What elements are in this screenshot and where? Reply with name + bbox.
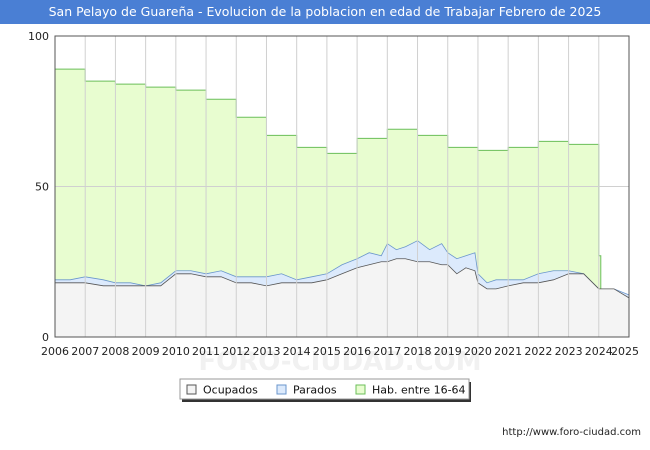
legend-label-parados: Parados	[293, 384, 337, 397]
x-tick-label: 2012	[222, 345, 250, 358]
y-tick-label: 100	[28, 30, 49, 43]
x-tick-label: 2024	[585, 345, 613, 358]
x-tick-label: 2011	[192, 345, 220, 358]
x-tick-label: 2014	[283, 345, 311, 358]
legend-swatch-parados	[276, 384, 287, 395]
legend-swatch-ocupados	[186, 384, 197, 395]
y-axis-ticks: 0 50 100	[28, 30, 49, 344]
title-bar	[0, 0, 650, 24]
watermark: FORO-CIUDAD.COM	[198, 347, 481, 377]
x-tick-label: 2017	[373, 345, 401, 358]
source-link[interactable]: http://www.foro-ciudad.com	[502, 427, 641, 438]
y-tick-label: 0	[42, 331, 49, 344]
x-tick-label: 2015	[313, 345, 341, 358]
plot-areas	[54, 68, 630, 338]
x-tick-label: 2022	[524, 345, 552, 358]
x-tick-label: 2016	[343, 345, 371, 358]
legend-swatch-hab-entre-16-64	[355, 384, 366, 395]
plot-frame	[54, 35, 630, 338]
x-tick-label: 2007	[71, 345, 99, 358]
x-tick-label: 2021	[494, 345, 522, 358]
x-tick-label: 2025	[611, 345, 639, 358]
watermark-text: FORO-CIUDAD.COM	[198, 347, 481, 377]
legend: Ocupados Parados Hab. entre 16-64	[179, 378, 471, 402]
x-tick-label: 2020	[464, 345, 492, 358]
x-tick-label: 2008	[101, 345, 129, 358]
x-tick-label: 2013	[252, 345, 280, 358]
x-tick-label: 2018	[404, 345, 432, 358]
x-tick-label: 2023	[555, 345, 583, 358]
legend-box	[179, 378, 470, 400]
legend-label-hab-entre-16-64: Hab. entre 16-64	[372, 384, 466, 397]
series-ocupados-area	[54, 258, 630, 338]
x-tick-label: 2019	[434, 345, 462, 358]
x-tick-label: 2006	[41, 345, 69, 358]
x-tick-label: 2010	[162, 345, 190, 358]
y-tick-label: 50	[35, 181, 49, 194]
legend-label-ocupados: Ocupados	[203, 384, 258, 397]
chart-title: San Pelayo de Guareña - Evolucion de la …	[48, 4, 602, 19]
x-axis-ticks: 2006 2007 2008 2009 2010 2011 2012 2013 2014 2015…	[41, 345, 639, 358]
x-tick-label: 2009	[132, 345, 160, 358]
